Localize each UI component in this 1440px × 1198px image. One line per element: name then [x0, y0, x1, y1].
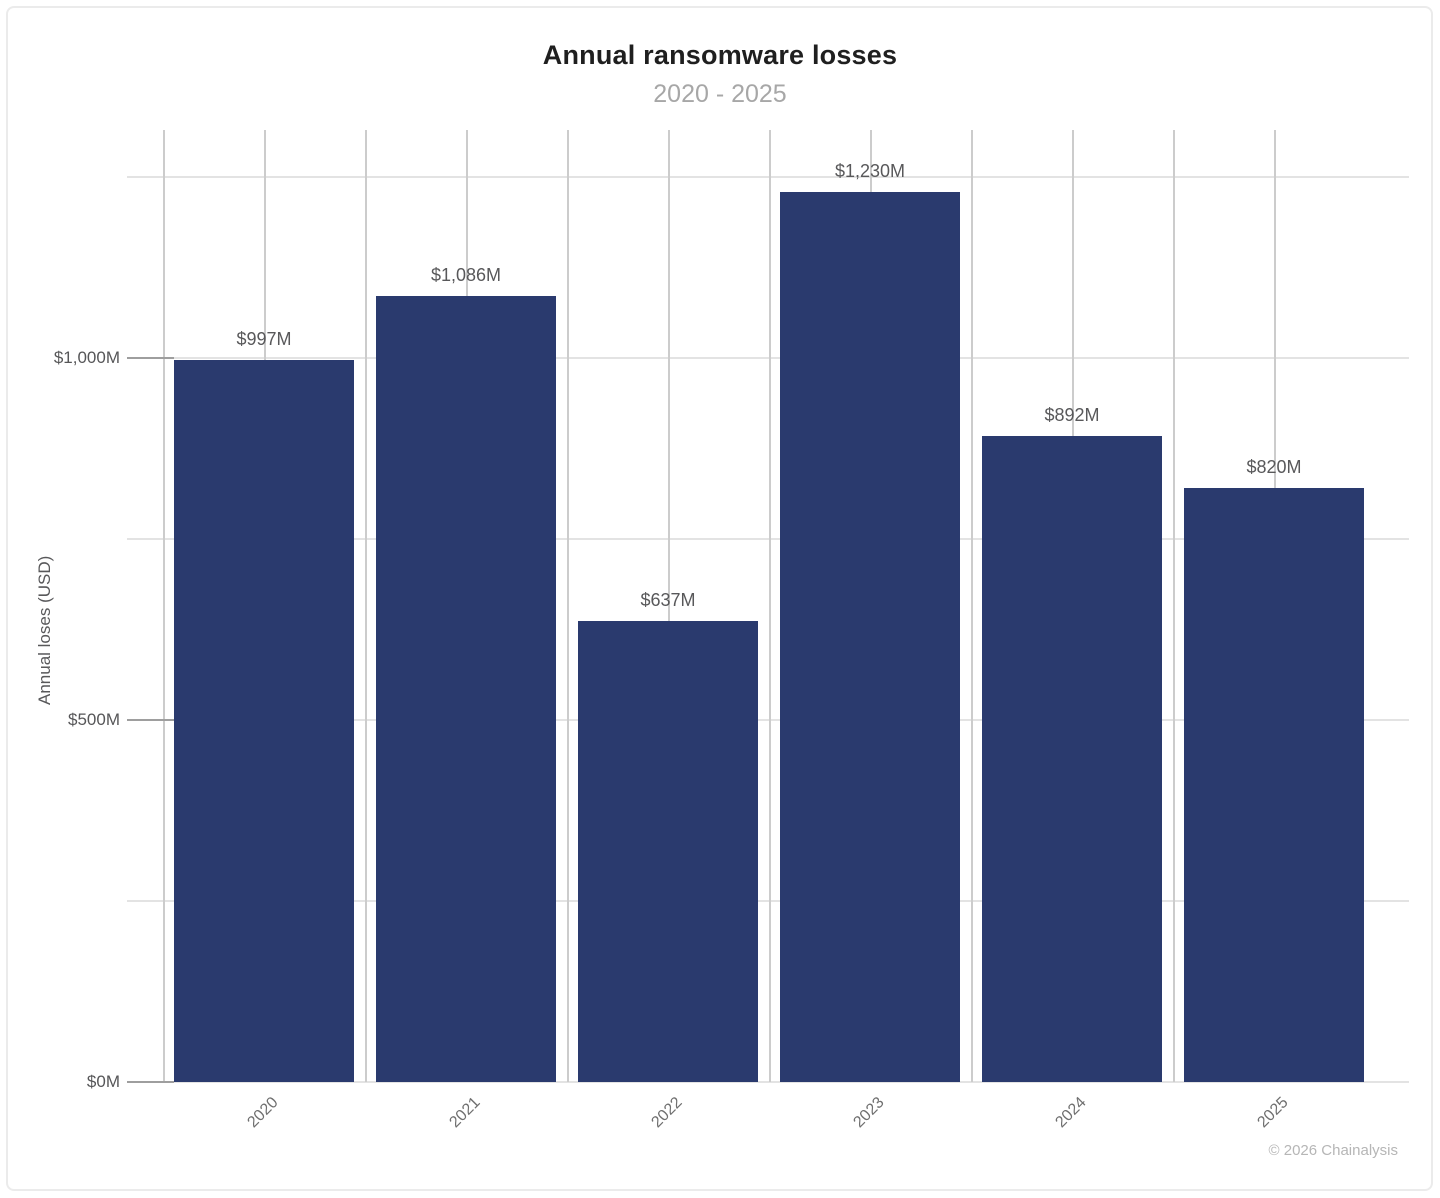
- vertical-gridline-8: [971, 130, 973, 1082]
- y-tick-label-1000: $1,000M: [53, 348, 120, 368]
- vertical-gridline-6: [769, 130, 771, 1082]
- horizontal-gridline-500: [127, 719, 1409, 721]
- bar-value-label-2024: $892M: [1044, 405, 1100, 426]
- y-tick-label-500: $500M: [68, 710, 120, 730]
- vertical-gridline-2: [365, 130, 367, 1082]
- vertical-gridline-4: [567, 130, 569, 1082]
- horizontal-gridline-1000: [127, 357, 1409, 359]
- vertical-gridline-10: [1173, 130, 1175, 1082]
- horizontal-gridline-0: [127, 1081, 1409, 1083]
- bar-2023: [780, 191, 960, 1082]
- bar-2021: [376, 295, 556, 1082]
- bar-value-label-2021: $1,086M: [430, 264, 502, 285]
- bar-2024: [982, 436, 1162, 1082]
- y-tick-mark-500: [127, 719, 174, 722]
- x-tick-label-2022: 2022: [648, 1094, 687, 1132]
- chart-subtitle: 2020 - 2025: [653, 80, 787, 108]
- y-tick-mark-0: [127, 1081, 174, 1083]
- vertical-gridline-0: [163, 130, 165, 1082]
- source-note: © 2026 Chainalysis: [1268, 1142, 1398, 1159]
- x-tick-label-2025: 2025: [1254, 1094, 1293, 1132]
- bar-value-label-2023: $1,230M: [834, 160, 906, 181]
- bar-2025: [1184, 488, 1364, 1082]
- bar-2022: [578, 620, 758, 1082]
- vertical-gridline-5: [668, 130, 670, 1082]
- x-tick-label-2023: 2023: [850, 1094, 889, 1132]
- y-tick-mark-1000: [127, 357, 174, 360]
- x-tick-label-2024: 2024: [1052, 1094, 1091, 1132]
- y-axis-title: Annual loses (USD): [32, 420, 58, 840]
- x-tick-label-2020: 2020: [244, 1094, 283, 1132]
- y-tick-label-0: $0M: [86, 1072, 120, 1091]
- horizontal-gridline-1250: [127, 176, 1409, 178]
- chart-title: Annual ransomware losses: [542, 40, 898, 70]
- bar-2020: [174, 360, 354, 1082]
- horizontal-gridline-250: [127, 900, 1409, 902]
- y-axis-title-label: Annual loses (USD): [35, 555, 54, 705]
- bar-value-label-2020: $997M: [236, 329, 292, 350]
- horizontal-gridline-750: [127, 538, 1409, 540]
- x-tick-label-2021: 2021: [446, 1094, 485, 1132]
- bar-value-label-2022: $637M: [640, 589, 696, 610]
- bar-value-label-2025: $820M: [1246, 457, 1302, 478]
